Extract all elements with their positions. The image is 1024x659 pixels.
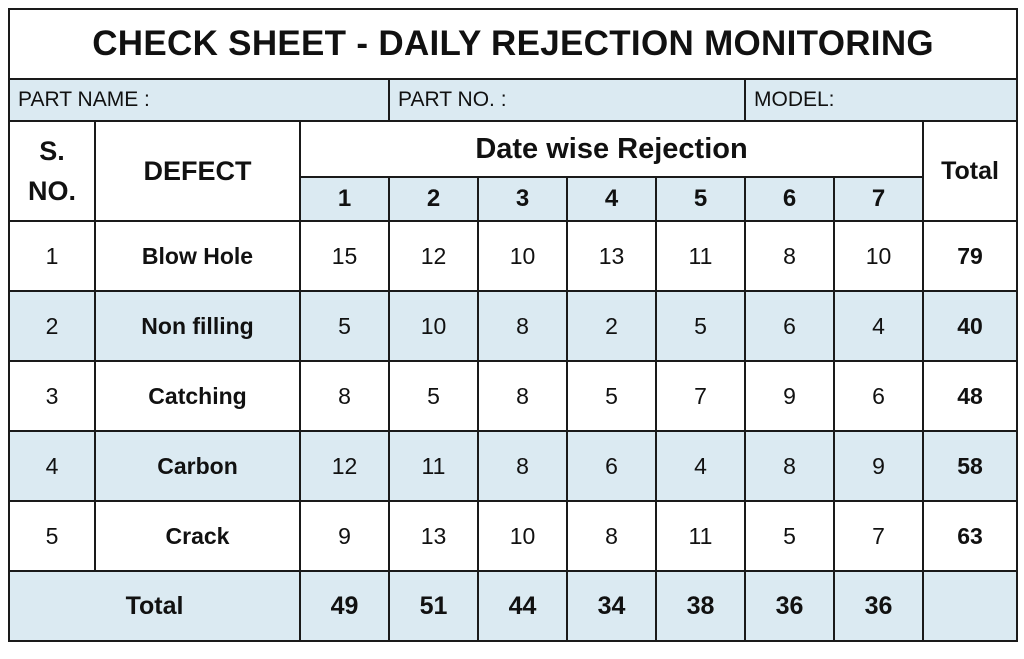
column-total-cell: 44 (477, 570, 568, 642)
day-header: 6 (744, 176, 835, 222)
value-cell: 2 (566, 290, 657, 362)
sno-cell: 2 (8, 290, 96, 362)
day-header: 1 (299, 176, 390, 222)
value-cell: 12 (299, 430, 390, 502)
value-cell: 5 (744, 500, 835, 572)
value-cell: 10 (833, 220, 924, 292)
value-cell: 9 (744, 360, 835, 432)
total-header: Total (921, 120, 1019, 222)
value-cell: 5 (655, 290, 746, 362)
value-cell: 13 (566, 220, 657, 292)
day-header: 2 (388, 176, 479, 222)
table-body: 1 Blow Hole 15 12 10 13 11 8 10 79 2 Non filling 5 10… (8, 220, 1019, 572)
column-total-cell: 36 (833, 570, 924, 642)
table-row: 4 Carbon 12 11 8 6 4 8 9 58 (8, 430, 1019, 502)
row-total-cell: 63 (921, 500, 1019, 572)
value-cell: 4 (655, 430, 746, 502)
value-cell: 10 (388, 290, 479, 362)
table-row: 3 Catching 8 5 8 5 7 9 6 48 (8, 360, 1019, 432)
value-cell: 8 (566, 500, 657, 572)
table-row: 1 Blow Hole 15 12 10 13 11 8 10 79 (8, 220, 1019, 292)
sno-header: S. NO. (8, 120, 96, 222)
defect-cell: Blow Hole (94, 220, 301, 292)
value-cell: 6 (566, 430, 657, 502)
value-cell: 10 (477, 220, 568, 292)
part-no-field: PART NO. : (388, 78, 746, 122)
column-total-cell: 51 (388, 570, 479, 642)
value-cell: 6 (833, 360, 924, 432)
check-sheet: CHECK SHEET - DAILY REJECTION MONITORING… (7, 8, 1019, 642)
table-row: 5 Crack 9 13 10 8 11 5 7 63 (8, 500, 1019, 572)
rejection-table: CHECK SHEET - DAILY REJECTION MONITORING… (7, 8, 1019, 642)
value-cell: 9 (833, 430, 924, 502)
value-cell: 8 (744, 220, 835, 292)
value-cell: 11 (655, 500, 746, 572)
defect-header: DEFECT (94, 120, 301, 222)
day-header: 7 (833, 176, 924, 222)
sno-header-label: S. NO. (27, 136, 76, 206)
sno-cell: 3 (8, 360, 96, 432)
value-cell: 8 (477, 290, 568, 362)
defect-cell: Non filling (94, 290, 301, 362)
row-total-cell: 48 (921, 360, 1019, 432)
value-cell: 9 (299, 500, 390, 572)
day-header: 3 (477, 176, 568, 222)
footer-label: Total (8, 570, 301, 642)
value-cell: 10 (477, 500, 568, 572)
sno-cell: 5 (8, 500, 96, 572)
info-row: PART NAME : PART NO. : MODEL: (8, 78, 1019, 122)
column-total-cell: 49 (299, 570, 390, 642)
row-total-cell: 79 (921, 220, 1019, 292)
value-cell: 5 (388, 360, 479, 432)
value-cell: 8 (744, 430, 835, 502)
value-cell: 7 (833, 500, 924, 572)
column-total-cell: 38 (655, 570, 746, 642)
value-cell: 12 (388, 220, 479, 292)
sheet-title: CHECK SHEET - DAILY REJECTION MONITORING (7, 8, 1019, 80)
value-cell: 7 (655, 360, 746, 432)
column-total-cell: 34 (566, 570, 657, 642)
value-cell: 13 (388, 500, 479, 572)
sno-cell: 1 (8, 220, 96, 292)
value-cell: 8 (477, 360, 568, 432)
model-field: MODEL: (743, 78, 1019, 122)
day-header: 5 (655, 176, 746, 222)
defect-cell: Crack (94, 500, 301, 572)
row-total-cell: 40 (921, 290, 1019, 362)
value-cell: 8 (299, 360, 390, 432)
value-cell: 15 (299, 220, 390, 292)
totals-row: Total 49 51 44 34 38 36 36 (8, 570, 1019, 642)
grand-total-cell (921, 570, 1019, 642)
value-cell: 8 (477, 430, 568, 502)
defect-cell: Carbon (94, 430, 301, 502)
sno-cell: 4 (8, 430, 96, 502)
date-wise-header: Date wise Rejection (299, 120, 924, 178)
value-cell: 5 (566, 360, 657, 432)
value-cell: 11 (655, 220, 746, 292)
row-total-cell: 58 (921, 430, 1019, 502)
day-header: 4 (566, 176, 657, 222)
defect-cell: Catching (94, 360, 301, 432)
part-name-field: PART NAME : (8, 78, 390, 122)
column-total-cell: 36 (744, 570, 835, 642)
value-cell: 5 (299, 290, 390, 362)
value-cell: 11 (388, 430, 479, 502)
value-cell: 4 (833, 290, 924, 362)
table-row: 2 Non filling 5 10 8 2 5 6 4 40 (8, 290, 1019, 362)
value-cell: 6 (744, 290, 835, 362)
